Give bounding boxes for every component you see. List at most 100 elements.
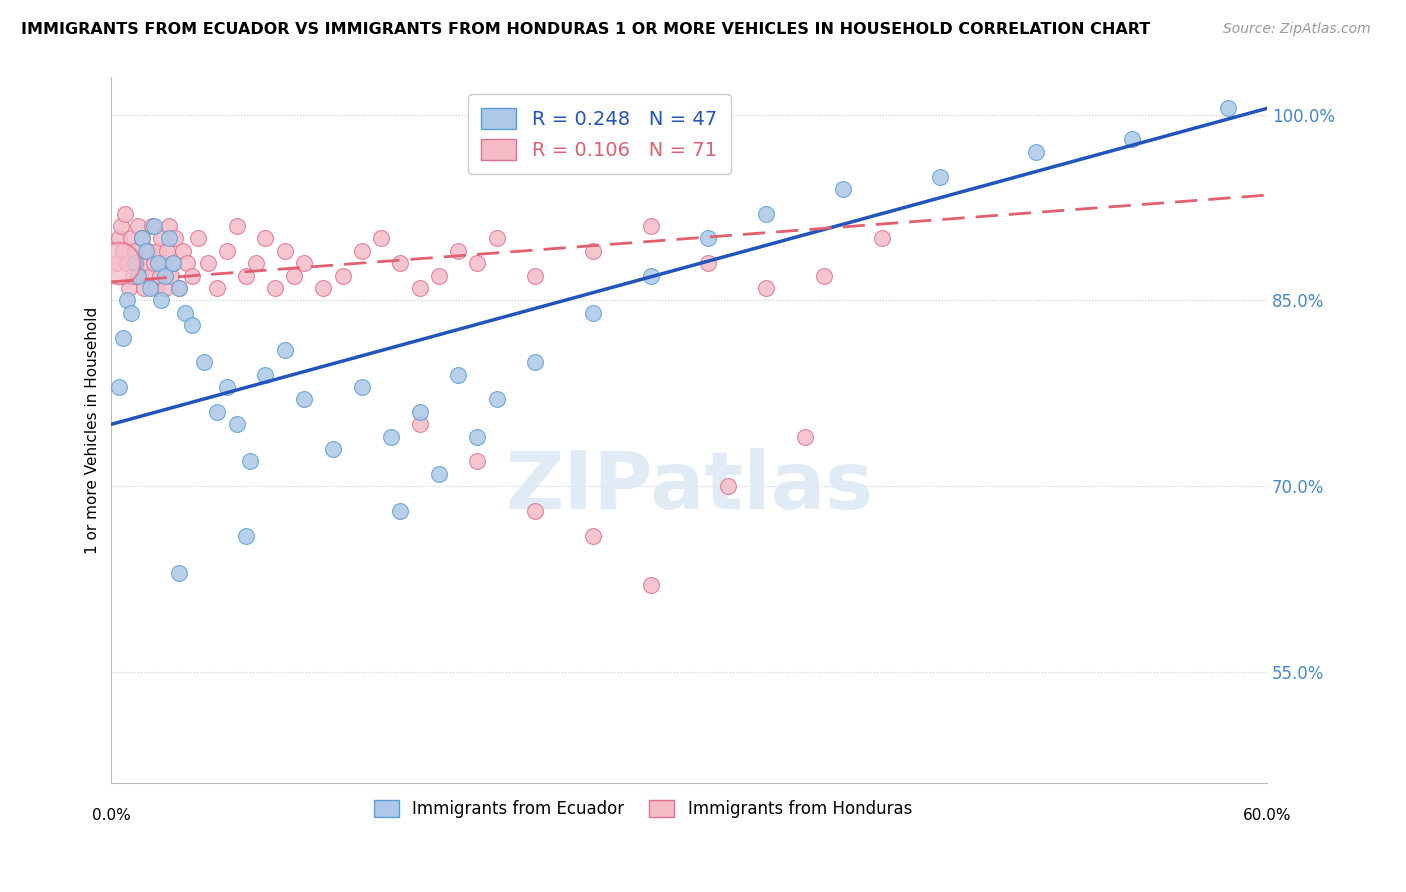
Point <box>813 268 835 283</box>
Point <box>697 231 720 245</box>
Point <box>389 504 412 518</box>
Point <box>127 219 149 233</box>
Point <box>264 281 287 295</box>
Point <box>1121 132 1143 146</box>
Point <box>283 268 305 283</box>
Point <box>155 268 177 283</box>
Point <box>717 479 740 493</box>
Point <box>292 392 315 407</box>
Point <box>1025 145 1047 159</box>
Point <box>111 244 134 258</box>
Point <box>181 268 204 283</box>
Point <box>155 281 177 295</box>
Point <box>697 256 720 270</box>
Point <box>150 231 173 245</box>
Point <box>105 256 128 270</box>
Point <box>225 417 247 432</box>
Point <box>152 256 174 270</box>
Point <box>465 430 488 444</box>
Point <box>135 244 157 258</box>
Point <box>139 268 162 283</box>
Point <box>755 281 778 295</box>
Point <box>225 219 247 233</box>
Point <box>172 244 194 258</box>
Point <box>582 306 605 320</box>
Point <box>215 380 238 394</box>
Point <box>197 256 219 270</box>
Point <box>793 430 815 444</box>
Y-axis label: 1 or more Vehicles in Household: 1 or more Vehicles in Household <box>86 307 100 554</box>
Point <box>108 380 131 394</box>
Point <box>239 454 262 468</box>
Point <box>135 256 157 270</box>
Point <box>524 504 547 518</box>
Point <box>145 281 167 295</box>
Point <box>465 256 488 270</box>
Point <box>111 330 134 344</box>
Point <box>254 368 277 382</box>
Point <box>245 256 267 270</box>
Point <box>408 417 430 432</box>
Point <box>370 231 392 245</box>
Point <box>127 268 149 283</box>
Point <box>108 231 131 245</box>
Point <box>110 219 132 233</box>
Point <box>408 405 430 419</box>
Point <box>108 256 131 270</box>
Text: ZIPatlas: ZIPatlas <box>505 448 873 526</box>
Point <box>207 281 229 295</box>
Point <box>524 268 547 283</box>
Point <box>134 281 156 295</box>
Point <box>928 169 950 184</box>
Point <box>167 281 190 295</box>
Point <box>131 231 153 245</box>
Point <box>350 244 373 258</box>
Point <box>142 256 165 270</box>
Point <box>150 293 173 308</box>
Point <box>215 244 238 258</box>
Point <box>408 281 430 295</box>
Point <box>350 380 373 394</box>
Point <box>447 244 470 258</box>
Point <box>124 244 146 258</box>
Point <box>640 219 662 233</box>
Point <box>141 219 163 233</box>
Legend: Immigrants from Ecuador, Immigrants from Honduras: Immigrants from Ecuador, Immigrants from… <box>367 793 918 824</box>
Point <box>115 256 138 270</box>
Point <box>146 244 169 258</box>
Point <box>118 281 141 295</box>
Point <box>114 207 136 221</box>
Point <box>193 355 215 369</box>
Point <box>125 256 148 270</box>
Point <box>167 281 190 295</box>
Point <box>207 405 229 419</box>
Point <box>485 392 508 407</box>
Point <box>755 207 778 221</box>
Point <box>485 231 508 245</box>
Text: 0.0%: 0.0% <box>91 808 131 823</box>
Point <box>139 281 162 295</box>
Point <box>176 256 198 270</box>
Point <box>124 256 146 270</box>
Point <box>832 182 855 196</box>
Point <box>322 442 344 456</box>
Point <box>181 318 204 333</box>
Point <box>121 268 143 283</box>
Point <box>274 343 297 357</box>
Text: 60.0%: 60.0% <box>1243 808 1291 823</box>
Point <box>292 256 315 270</box>
Point <box>640 268 662 283</box>
Point <box>274 244 297 258</box>
Point <box>582 244 605 258</box>
Point <box>465 454 488 468</box>
Point <box>427 467 450 481</box>
Point <box>254 231 277 245</box>
Point <box>312 281 335 295</box>
Text: IMMIGRANTS FROM ECUADOR VS IMMIGRANTS FROM HONDURAS 1 OR MORE VEHICLES IN HOUSEH: IMMIGRANTS FROM ECUADOR VS IMMIGRANTS FR… <box>21 22 1150 37</box>
Point <box>131 231 153 245</box>
Point <box>120 306 142 320</box>
Point <box>115 293 138 308</box>
Point <box>447 368 470 382</box>
Point <box>162 256 184 270</box>
Point <box>157 231 180 245</box>
